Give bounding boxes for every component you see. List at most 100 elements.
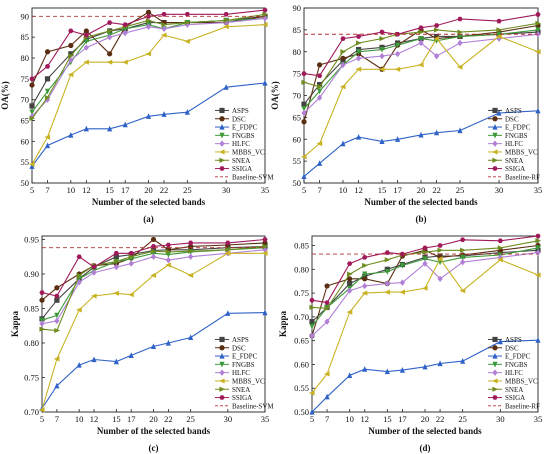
data-point — [496, 27, 503, 33]
data-point — [436, 256, 443, 262]
data-point — [535, 107, 541, 114]
data-point — [150, 236, 157, 243]
y-tick-label: 70 — [293, 91, 302, 101]
data-point — [76, 307, 82, 313]
data-point — [459, 288, 466, 294]
data-point — [107, 33, 113, 41]
data-point — [362, 276, 368, 282]
x-tick-label: 7 — [55, 414, 59, 424]
plot-frame — [41, 235, 266, 413]
legend-label: SSIGA — [505, 165, 525, 173]
data-point — [308, 390, 315, 396]
y-tick-label: 50 — [21, 178, 30, 188]
data-point — [324, 393, 330, 400]
data-point — [225, 247, 231, 253]
data-point — [145, 17, 152, 24]
data-point — [395, 50, 401, 58]
data-point — [460, 358, 466, 364]
legend-marker — [219, 140, 225, 147]
data-point — [145, 23, 152, 30]
data-point — [422, 363, 428, 370]
data-point — [225, 240, 231, 246]
data-point — [107, 125, 113, 132]
data-point — [76, 361, 82, 368]
data-point — [418, 29, 425, 35]
x-tick-label: 20 — [421, 414, 430, 424]
series-mbbs_vc — [38, 250, 268, 413]
legend-marker — [219, 386, 226, 392]
data-point — [54, 297, 60, 303]
legend-label: Baseline-SVM — [232, 402, 274, 410]
series-ssiga — [39, 237, 268, 299]
data-point — [262, 15, 268, 22]
data-point — [39, 317, 45, 324]
legend-marker — [491, 149, 498, 155]
legend-marker — [492, 395, 498, 400]
series-e_fdpc — [29, 79, 268, 169]
legend: ASPSDSCE_FDPCFNGBSHLFCMBBS_VCSNEASSIGABa… — [488, 107, 540, 181]
legend-label: DSC — [232, 115, 246, 123]
x-tick-label: 30 — [495, 185, 504, 195]
data-point — [309, 408, 315, 415]
legend-marker — [219, 336, 225, 343]
series-mbbs_vc — [300, 33, 541, 160]
y-tick-label: 75 — [21, 74, 30, 84]
data-point — [83, 32, 89, 38]
y-tick-label: 0.85 — [294, 241, 309, 251]
x-tick-label: 15 — [105, 185, 114, 195]
data-point — [68, 51, 74, 57]
x-tick-label: 35 — [261, 185, 270, 195]
legend-label: Baseline-SVM — [232, 173, 274, 181]
y-tick-label: 0.60 — [294, 359, 309, 369]
data-point — [113, 258, 120, 265]
data-point — [418, 39, 424, 47]
x-tick-label: 5 — [310, 414, 314, 424]
data-point — [107, 20, 113, 25]
y-tick-label: 0.50 — [294, 407, 309, 417]
series-hlfc — [301, 31, 541, 117]
legend-label: SNEA — [232, 386, 250, 394]
legend-label: ASPS — [505, 107, 522, 115]
data-point — [379, 52, 385, 60]
data-point — [301, 109, 307, 117]
data-point — [223, 17, 230, 24]
data-point — [437, 247, 444, 253]
data-point — [67, 72, 74, 78]
data-point — [421, 285, 428, 291]
x-tick-label: 22 — [164, 414, 173, 424]
data-point — [384, 289, 390, 295]
legend-item: HLFC — [488, 140, 523, 148]
data-point — [113, 251, 119, 256]
series-ssiga — [29, 7, 268, 82]
data-point — [188, 253, 194, 260]
data-point — [356, 40, 362, 46]
legend-label: E_FDPC — [505, 124, 531, 132]
x-tick-label: 10 — [345, 414, 354, 424]
data-point — [188, 248, 194, 254]
data-point — [384, 280, 390, 287]
x-tick-label: 30 — [222, 185, 231, 195]
data-point — [261, 22, 268, 28]
legend-marker — [219, 352, 225, 359]
legend-label: FNGBS — [505, 361, 528, 369]
y-axis-label: OA(%) — [270, 81, 280, 110]
data-point — [495, 33, 502, 40]
data-point — [29, 103, 35, 109]
data-point — [317, 88, 323, 95]
data-point — [340, 55, 346, 61]
y-tick-label: 0.80 — [294, 264, 309, 274]
data-point — [83, 125, 89, 132]
data-point — [309, 297, 315, 303]
x-tick-label: 22 — [160, 185, 169, 195]
legend-label: MBBS_VC — [232, 148, 265, 156]
data-point — [54, 285, 60, 291]
legend-item: DSC — [488, 344, 519, 352]
data-point — [83, 44, 89, 51]
data-point — [418, 25, 424, 30]
data-point — [496, 31, 502, 38]
data-point — [497, 257, 503, 263]
data-point — [161, 111, 167, 117]
data-point — [150, 253, 157, 260]
legend-item: SNEA — [215, 157, 250, 165]
data-point — [39, 290, 45, 295]
